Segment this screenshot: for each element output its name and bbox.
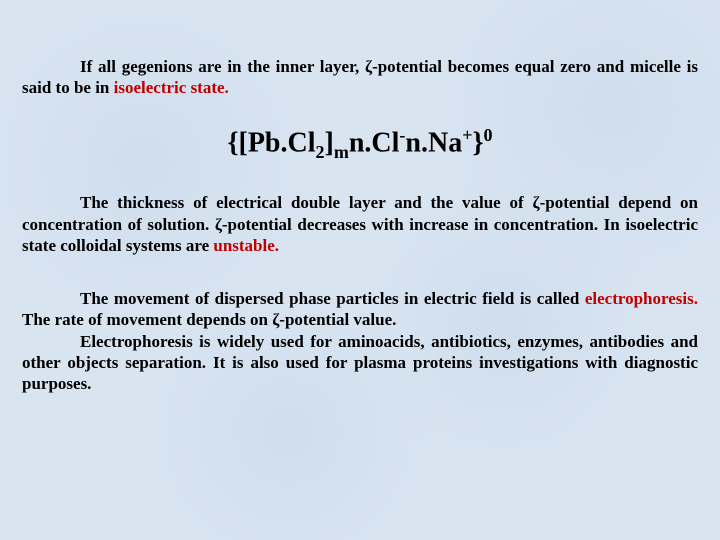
- f-subm: m: [334, 141, 349, 161]
- paragraph-thickness: The thickness of electrical double layer…: [22, 192, 698, 256]
- text-p3c: The rate of movement depends on ζ-potent…: [22, 310, 396, 329]
- text-p3b-electrophoresis: electrophoresis.: [585, 289, 698, 308]
- f-sup0: 0: [484, 125, 493, 145]
- f-close: }: [472, 127, 483, 158]
- f-sub2: 2: [316, 141, 325, 161]
- micelle-formula: {[Pb.Cl2]mn.Cl-n.Na+}0: [22, 125, 698, 163]
- paragraph-electrophoresis: The movement of dispersed phase particle…: [22, 288, 698, 331]
- text-p3a: The movement of dispersed phase particle…: [80, 289, 585, 308]
- f-open: {[Pb.Cl: [227, 127, 315, 158]
- text-p2b-unstable: unstable.: [213, 236, 279, 255]
- spacer: [22, 256, 698, 288]
- text-p4a: Electrophoresis is widely used for amino…: [22, 332, 698, 394]
- f-mid3: n.Na: [405, 127, 462, 158]
- paragraph-isoelectric: If all gegenions are in the inner layer,…: [22, 56, 698, 99]
- f-mid1: ]: [325, 127, 334, 158]
- f-supplus: +: [462, 125, 472, 145]
- f-mid2: n.Cl: [349, 127, 400, 158]
- text-p1b-isoelectric: isoelectric state.: [114, 78, 229, 97]
- text-p2a: The thickness of electrical double layer…: [22, 193, 698, 255]
- paragraph-uses: Electrophoresis is widely used for amino…: [22, 331, 698, 395]
